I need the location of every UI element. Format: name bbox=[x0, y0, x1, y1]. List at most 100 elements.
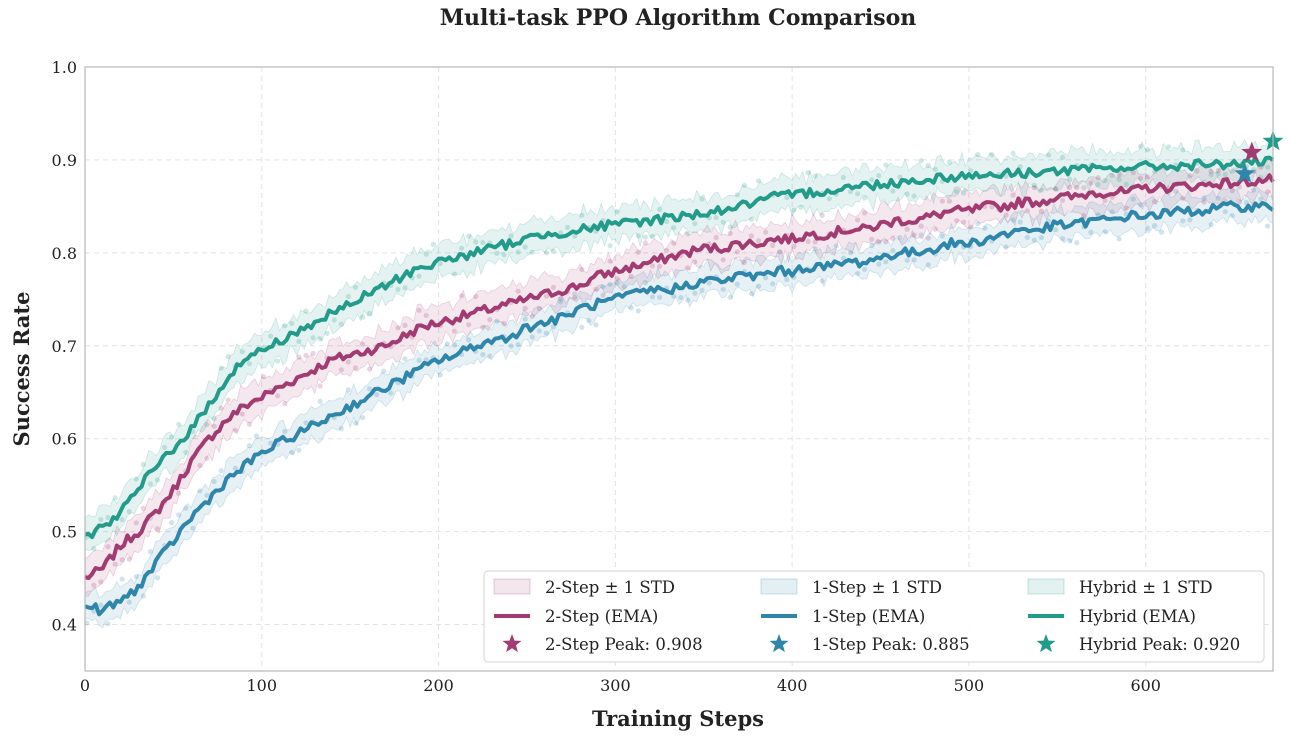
1-step-raw-point bbox=[812, 246, 818, 252]
1-step-raw-point bbox=[317, 398, 323, 404]
x-tick-label: 400 bbox=[777, 676, 808, 695]
2-step-raw-point bbox=[176, 490, 182, 496]
hybrid-raw-point bbox=[1265, 164, 1271, 170]
hybrid-raw-point bbox=[169, 434, 175, 440]
1-step-raw-point bbox=[685, 297, 691, 303]
1-step-raw-point bbox=[1180, 218, 1186, 224]
2-step-raw-point bbox=[529, 313, 535, 319]
2-step-raw-point bbox=[91, 582, 97, 588]
hybrid-raw-point bbox=[147, 481, 153, 487]
hybrid-raw-point bbox=[579, 212, 585, 218]
2-step-raw-point bbox=[727, 230, 733, 236]
1-step-raw-point bbox=[268, 440, 274, 446]
hybrid-raw-point bbox=[126, 508, 132, 515]
hybrid-raw-point bbox=[1180, 147, 1186, 153]
2-step-raw-point bbox=[211, 423, 217, 429]
2-step-raw-point bbox=[720, 257, 726, 263]
hybrid-raw-point bbox=[1045, 152, 1052, 158]
hybrid-raw-point bbox=[402, 285, 408, 291]
hybrid-raw-point bbox=[812, 173, 818, 179]
hybrid-raw-point bbox=[1067, 176, 1073, 182]
1-step-raw-point bbox=[480, 351, 486, 358]
2-step-raw-point bbox=[685, 265, 691, 271]
hybrid-raw-point bbox=[671, 225, 677, 231]
2-step-raw-point bbox=[671, 240, 677, 246]
hybrid-raw-point bbox=[289, 320, 295, 326]
1-step-raw-point bbox=[1031, 237, 1037, 243]
2-step-raw-point bbox=[734, 249, 740, 255]
plot-area bbox=[84, 66, 1284, 672]
legend: 2-Step ± 1 STD 2-Step (EMA) 2-Step Peak: 0… bbox=[483, 570, 1265, 663]
2-step-peak-marker bbox=[1241, 141, 1263, 162]
1-step-raw-point bbox=[869, 243, 875, 249]
hybrid-raw-point bbox=[1031, 182, 1037, 188]
y-tick-label: 0.5 bbox=[52, 523, 77, 542]
plot-frame bbox=[84, 66, 1274, 672]
hybrid-raw-point bbox=[303, 308, 309, 314]
1-step-raw-point bbox=[975, 221, 981, 227]
2-step-raw-point bbox=[423, 312, 429, 318]
2-step-raw-point bbox=[466, 322, 472, 328]
2-step-raw-point bbox=[126, 556, 132, 562]
hybrid-raw-point bbox=[805, 170, 811, 176]
hybrid-raw-point bbox=[296, 338, 302, 344]
chart-title: Multi-task PPO Algorithm Comparison bbox=[440, 5, 917, 31]
2-step-raw-point bbox=[1265, 189, 1271, 195]
hybrid-raw-point bbox=[162, 444, 168, 451]
hybrid-raw-point bbox=[1010, 150, 1016, 156]
2-step-legend-ema-label: 2-Step (EMA) bbox=[545, 607, 658, 626]
1-step-raw-point bbox=[621, 284, 627, 290]
1-step-raw-point bbox=[183, 505, 189, 511]
2-step-raw-point bbox=[968, 224, 974, 230]
2-step-raw-point bbox=[593, 286, 599, 292]
2-step-raw-point bbox=[1024, 208, 1030, 214]
2-step-raw-point bbox=[112, 561, 118, 567]
1-step-raw-point bbox=[197, 488, 203, 494]
hybrid-raw-point bbox=[423, 251, 429, 257]
1-step-raw-point bbox=[649, 294, 656, 300]
1-step-raw-point bbox=[770, 281, 776, 287]
1-step-raw-point bbox=[763, 275, 769, 281]
2-step-raw-point bbox=[1095, 175, 1101, 181]
1-step-raw-point bbox=[635, 308, 641, 314]
2-step-raw-point bbox=[317, 383, 323, 389]
hybrid-legend-ema-label: Hybrid (EMA) bbox=[1079, 607, 1196, 626]
2-step-raw-point bbox=[741, 259, 748, 265]
hybrid-raw-point bbox=[133, 476, 139, 482]
hybrid-raw-point bbox=[367, 310, 373, 316]
1-step-raw-point bbox=[678, 294, 684, 301]
hybrid-raw-point bbox=[883, 162, 889, 168]
1-step-raw-point bbox=[536, 328, 542, 334]
2-step-raw-point bbox=[1088, 180, 1094, 186]
2-step-raw-point bbox=[522, 305, 528, 311]
hybrid-raw-point bbox=[911, 193, 917, 199]
hybrid-raw-point bbox=[360, 314, 366, 320]
hybrid-raw-point bbox=[968, 168, 974, 174]
1-step-raw-point bbox=[466, 337, 472, 343]
2-step-raw-point bbox=[1201, 199, 1207, 205]
1-step-legend-star-swatch bbox=[769, 634, 789, 653]
hybrid-raw-point bbox=[494, 250, 500, 256]
2-step-raw-point bbox=[883, 239, 889, 245]
1-step-raw-point bbox=[911, 257, 917, 263]
hybrid-raw-point bbox=[635, 233, 641, 239]
hybrid-raw-point bbox=[954, 188, 960, 194]
hybrid-raw-point bbox=[869, 177, 875, 183]
1-step-raw-point bbox=[388, 390, 394, 396]
1-step-legend-ema-label: 1-Step (EMA) bbox=[812, 607, 925, 626]
hybrid-raw-point bbox=[204, 422, 210, 428]
ema-lines bbox=[84, 155, 1275, 617]
1-step-raw-point bbox=[1152, 223, 1158, 229]
2-step-raw-point bbox=[1130, 169, 1136, 176]
2-step-raw-point bbox=[642, 240, 649, 246]
2-step-raw-point bbox=[352, 365, 359, 371]
2-step-raw-point bbox=[197, 462, 203, 469]
hybrid-raw-point bbox=[961, 190, 967, 196]
1-step-raw-point bbox=[289, 449, 295, 455]
hybrid-raw-point bbox=[324, 330, 330, 336]
hybrid-raw-point bbox=[1116, 176, 1122, 183]
hybrid-raw-point bbox=[176, 421, 182, 427]
2-step-raw-point bbox=[543, 293, 550, 299]
2-step-raw-point bbox=[480, 324, 486, 330]
hybrid-raw-point bbox=[416, 273, 422, 279]
